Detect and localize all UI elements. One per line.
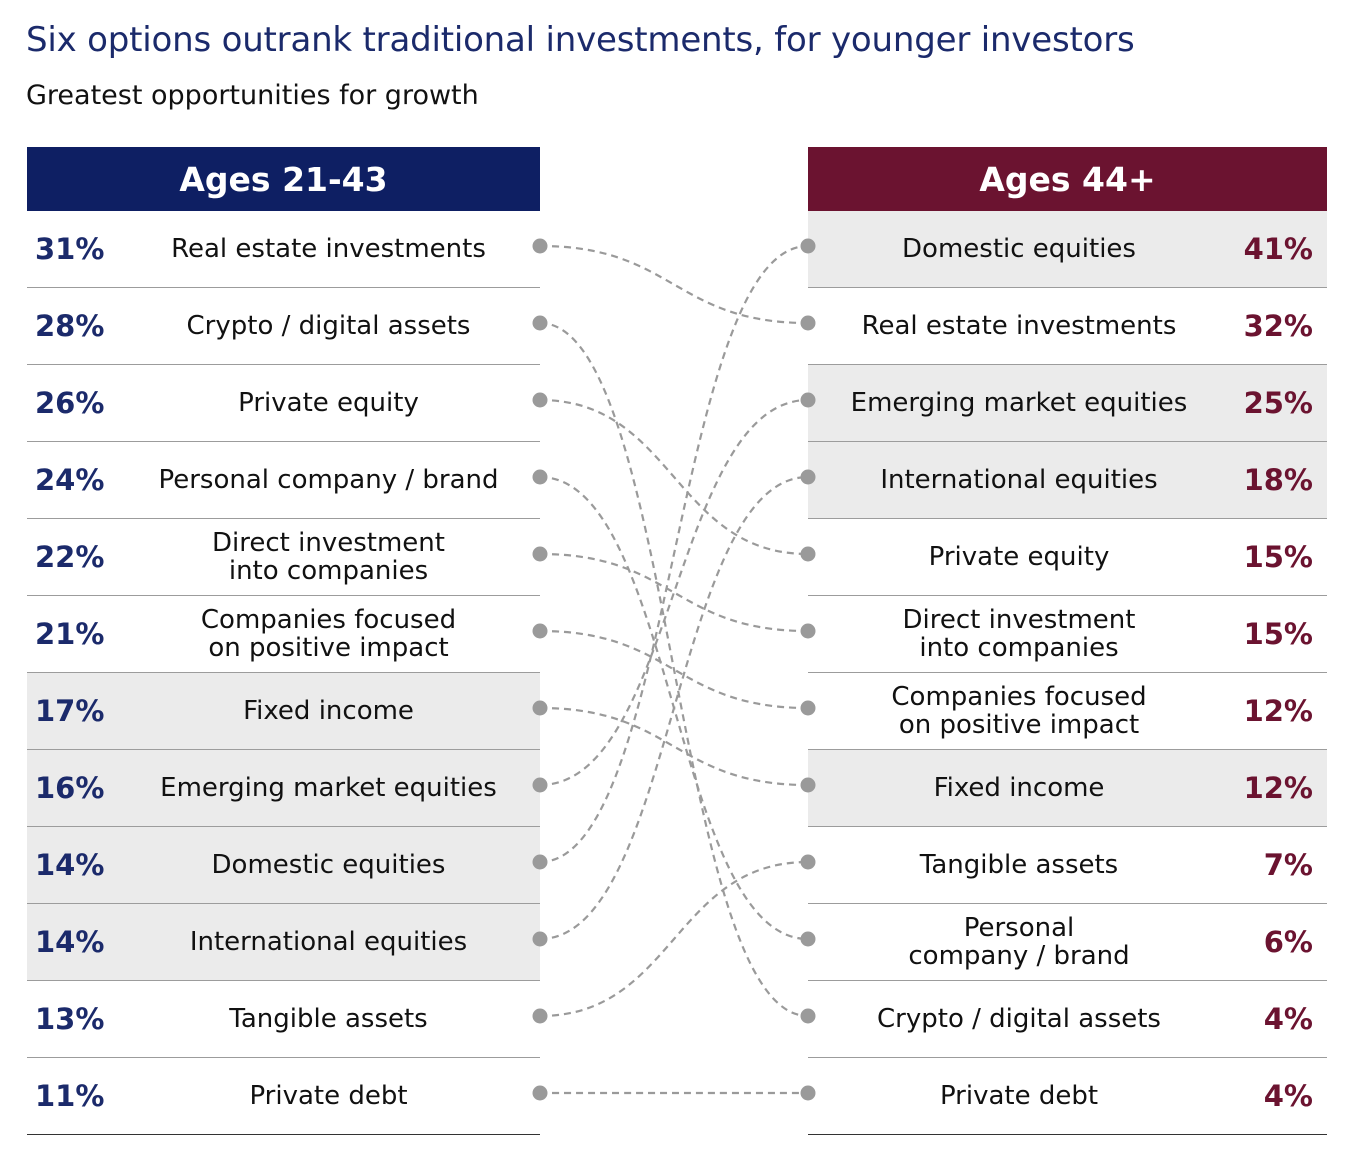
right-row-label: Domestic equities	[902, 234, 1136, 264]
connector-line	[539, 321, 809, 1018]
right-row: 4% Crypto / digital assets	[808, 981, 1327, 1058]
right-row-label: Tangible assets	[919, 850, 1119, 880]
left-row-label: Direct investment into companies	[212, 528, 445, 586]
right-row-label: Emerging market equities	[850, 388, 1188, 418]
left-row-label: Real estate investments	[171, 234, 486, 264]
left-row-label: Private equity	[238, 388, 419, 418]
right-row-percent: 12%	[1243, 771, 1313, 805]
right-row: 41% Domestic equities	[808, 211, 1327, 288]
left-row: 17% Fixed income	[27, 673, 540, 750]
chart-subtitle: Greatest opportunities for growth	[26, 80, 479, 111]
right-row: 32% Real estate investments	[808, 288, 1327, 365]
left-row: 22% Direct investment into companies	[27, 519, 540, 596]
right-row-label: Personal company / brand	[908, 913, 1130, 971]
right-rows: 41% Domestic equities 32% Real estate inves…	[808, 211, 1327, 1135]
left-row: 16% Emerging market equities	[27, 750, 540, 827]
left-row: 14% International equities	[27, 904, 540, 981]
right-row-percent: 4%	[1263, 1002, 1313, 1036]
right-row: 7% Tangible assets	[808, 827, 1327, 904]
left-row-percent: 21%	[35, 617, 105, 651]
right-row: 15% Private equity	[808, 519, 1327, 596]
left-column: Ages 21-43 31% Real estate investments 28%…	[27, 147, 540, 1135]
left-row-percent: 31%	[35, 232, 105, 266]
right-row: 12% Companies focused on positive impact	[808, 673, 1327, 750]
left-row-label: Domestic equities	[211, 850, 446, 880]
left-row-label: Tangible assets	[229, 1004, 428, 1034]
connector-line	[539, 244, 809, 325]
left-row-percent: 22%	[35, 540, 105, 574]
left-row-percent: 13%	[35, 1002, 105, 1036]
left-row-percent: 17%	[35, 694, 105, 728]
right-row: 6% Personal company / brand	[808, 904, 1327, 981]
connector-line	[539, 706, 809, 787]
right-row-percent: 15%	[1243, 540, 1313, 574]
connector-line	[539, 629, 809, 710]
left-row-percent: 28%	[35, 309, 105, 343]
right-row-percent: 25%	[1243, 386, 1313, 420]
left-row: 24% Personal company / brand	[27, 442, 540, 519]
right-row-percent: 15%	[1243, 617, 1313, 651]
right-row: 25% Emerging market equities	[808, 365, 1327, 442]
right-row: 15% Direct investment into companies	[808, 596, 1327, 673]
left-row-label: Personal company / brand	[158, 465, 499, 495]
connector-line	[539, 475, 809, 941]
left-row: 21% Companies focused on positive impact	[27, 596, 540, 673]
right-row-label: International equities	[880, 465, 1158, 495]
right-row-label: Private debt	[939, 1081, 1099, 1111]
left-row-percent: 14%	[35, 848, 105, 882]
connector-line	[539, 244, 809, 864]
right-row-percent: 32%	[1243, 309, 1313, 343]
left-column-header: Ages 21-43	[27, 147, 540, 211]
left-row-percent: 16%	[35, 771, 105, 805]
right-row-percent: 7%	[1263, 848, 1313, 882]
connector-line	[539, 398, 809, 787]
chart-title: Six options outrank traditional investme…	[26, 20, 1135, 60]
right-row-label: Fixed income	[933, 773, 1105, 803]
left-row: 11% Private debt	[27, 1058, 540, 1135]
left-row-label: Crypto / digital assets	[186, 311, 471, 341]
left-row-label: Companies focused on positive impact	[200, 605, 457, 663]
left-row-label: Fixed income	[243, 696, 414, 726]
right-column-header: Ages 44+	[808, 147, 1327, 211]
right-row-label: Private equity	[928, 542, 1110, 572]
right-row-label: Direct investment into companies	[902, 605, 1136, 663]
right-row-percent: 12%	[1243, 694, 1313, 728]
connector-line	[539, 860, 809, 1018]
right-row: 4% Private debt	[808, 1058, 1327, 1135]
right-row-percent: 4%	[1263, 1079, 1313, 1113]
left-row-percent: 24%	[35, 463, 105, 497]
left-row: 31% Real estate investments	[27, 211, 540, 288]
left-row-label: Emerging market equities	[160, 773, 497, 803]
left-row: 14% Domestic equities	[27, 827, 540, 904]
right-row-percent: 18%	[1243, 463, 1313, 497]
left-row-label: Private debt	[249, 1081, 408, 1111]
left-rows: 31% Real estate investments 28% Crypto / di…	[27, 211, 540, 1135]
connector-line	[539, 398, 809, 556]
left-row: 13% Tangible assets	[27, 981, 540, 1058]
left-row-percent: 11%	[35, 1079, 105, 1113]
right-column: Ages 44+ 41% Domestic equities 32% Real est…	[808, 147, 1327, 1135]
connector-line	[539, 552, 809, 633]
left-row-percent: 14%	[35, 925, 105, 959]
left-row: 28% Crypto / digital assets	[27, 288, 540, 365]
left-row: 26% Private equity	[27, 365, 540, 442]
connector-line	[539, 475, 809, 941]
right-row-label: Companies focused on positive impact	[891, 682, 1147, 740]
right-row-label: Real estate investments	[861, 311, 1177, 341]
left-row-label: International equities	[189, 927, 468, 957]
right-row-percent: 6%	[1263, 925, 1313, 959]
right-row-label: Crypto / digital assets	[877, 1004, 1161, 1034]
right-row: 18% International equities	[808, 442, 1327, 519]
right-row: 12% Fixed income	[808, 750, 1327, 827]
right-row-percent: 41%	[1243, 232, 1313, 266]
left-row-percent: 26%	[35, 386, 105, 420]
